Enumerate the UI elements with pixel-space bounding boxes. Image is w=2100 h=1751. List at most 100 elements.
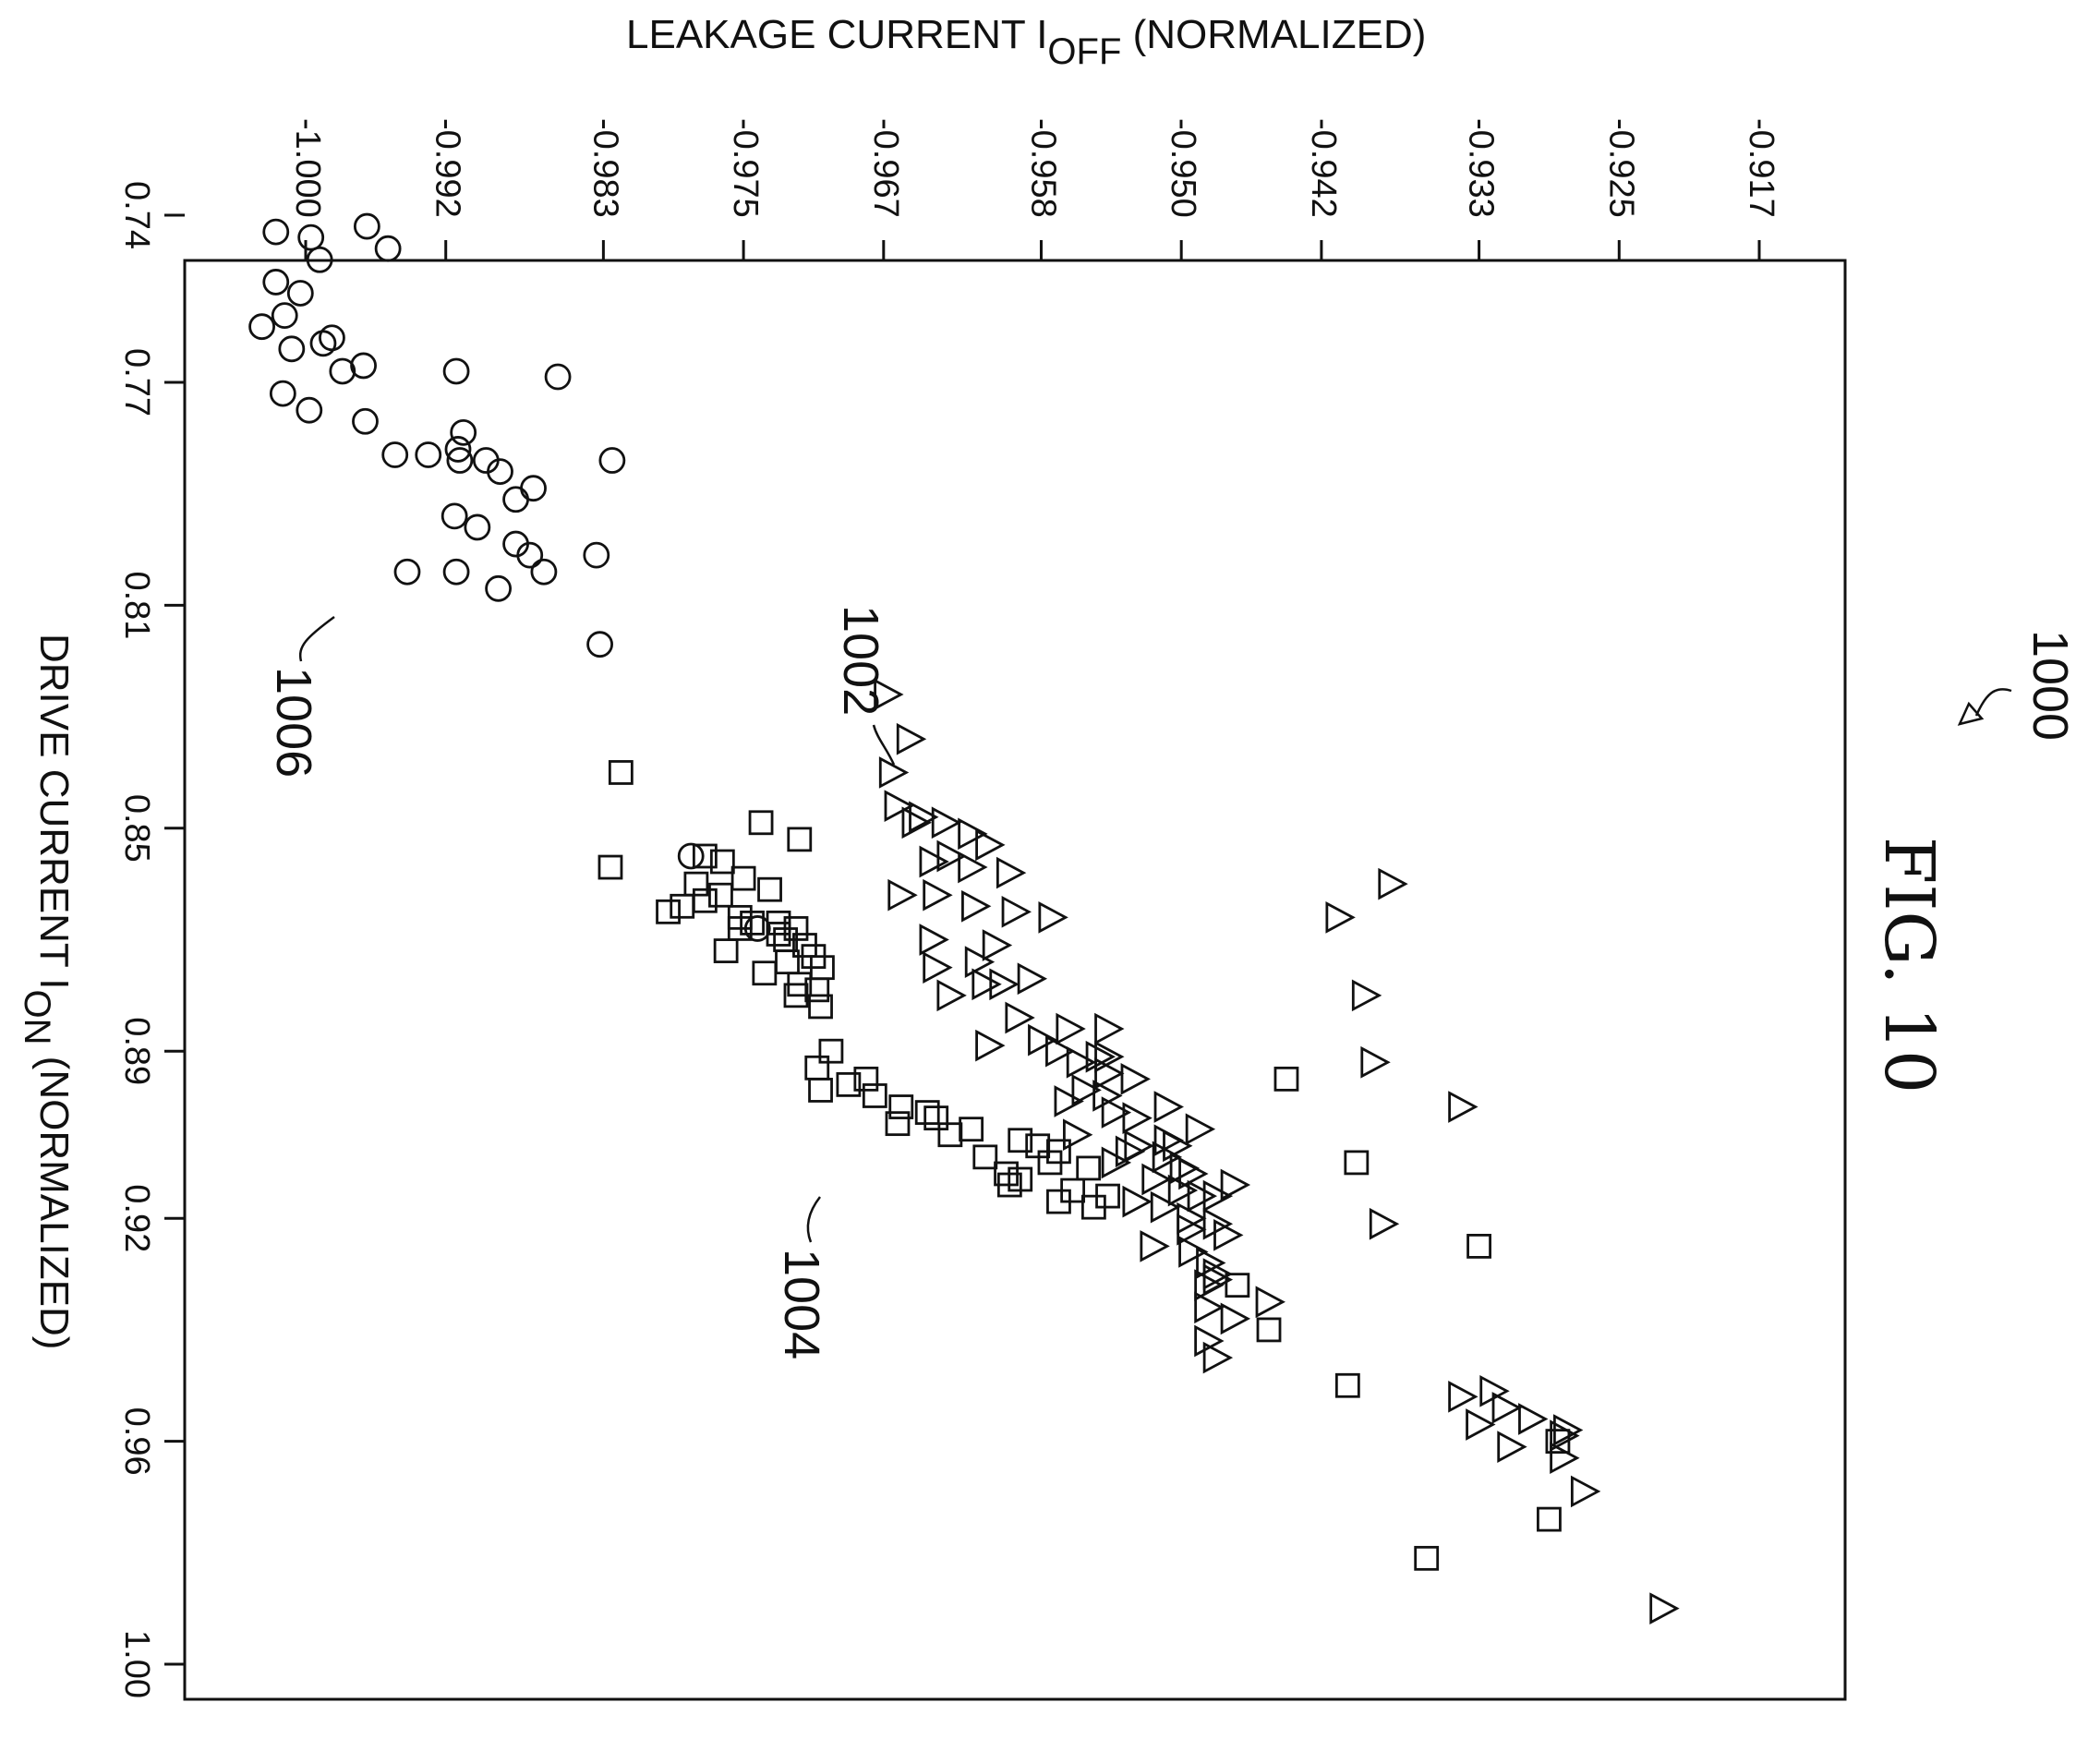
data-point-circle [374, 235, 402, 262]
drive-tick-label: 0.96 [117, 1407, 156, 1476]
data-point-circle [446, 447, 474, 474]
drive-axis-title-suffix: (NORMALIZED) [31, 1045, 77, 1349]
data-point-triangle [1167, 1174, 1199, 1207]
data-point-triangle [982, 929, 1013, 961]
drive-tick-label: 0.81 [117, 571, 156, 639]
data-point-circle [502, 486, 529, 513]
data-point-triangle [1369, 1207, 1400, 1240]
data-point-triangle [909, 801, 939, 834]
data-point-circle [278, 335, 306, 363]
data-point-square [818, 1038, 844, 1064]
data-point-triangle [1378, 867, 1408, 900]
data-point-square [1225, 1273, 1250, 1298]
drive-tick-label: 0.89 [117, 1017, 156, 1085]
data-point-circle [487, 458, 513, 485]
data-point-triangle [1063, 1118, 1093, 1152]
data-point-triangle [1202, 1207, 1234, 1240]
data-point-triangle [1178, 1157, 1209, 1190]
data-point-triangle [996, 856, 1027, 889]
data-point-circle [544, 363, 572, 391]
data-point-square [808, 1078, 833, 1103]
data-point-circle [297, 223, 325, 251]
data-point-triangle [1120, 1063, 1151, 1095]
data-point-square [1334, 1372, 1360, 1398]
data-point-triangle [1178, 1236, 1209, 1268]
data-point-square [1273, 1066, 1299, 1092]
data-point-triangle [1152, 1141, 1183, 1174]
data-point-square [757, 876, 782, 902]
data-point-circle [743, 915, 771, 942]
data-point-square [972, 1144, 998, 1170]
data-point-square [730, 865, 756, 891]
series-1002 [874, 678, 1680, 1624]
data-point-circle [262, 269, 290, 296]
data-point-square [808, 994, 833, 1020]
data-point-triangle [958, 817, 988, 851]
data-point-square [888, 1094, 914, 1119]
data-point-circle [583, 541, 610, 569]
data-point-square [937, 1122, 963, 1148]
data-point-triangle [1649, 1592, 1680, 1624]
data-point-triangle [874, 678, 904, 711]
plot-frame [183, 259, 1847, 1701]
leakage-tick-label: -0.950 [1164, 118, 1202, 218]
series-leader-1004 [806, 1196, 821, 1243]
leakage-axis-title-subscript: OFF [1047, 31, 1121, 72]
series-annotations: 1002 1004 1006 [266, 605, 896, 1359]
figure-reference-arrowhead [1957, 701, 1985, 726]
data-point-triangle [1518, 1403, 1549, 1435]
data-point-triangle [972, 968, 1002, 1001]
data-point-triangle [1491, 1392, 1522, 1424]
data-point-circle [442, 558, 470, 586]
data-point-square [996, 1172, 1022, 1198]
data-point-square [709, 849, 735, 875]
data-point-triangle [901, 806, 932, 839]
data-point-circle [271, 302, 298, 330]
data-point-triangle [1163, 1129, 1193, 1163]
data-point-square [783, 983, 809, 1008]
data-point-square [885, 1111, 911, 1137]
data-point-square [862, 1083, 887, 1108]
leakage-axis-title-main: LEAKAGE CURRENT I [626, 12, 1047, 57]
data-point-square [656, 899, 681, 924]
data-points [248, 212, 1680, 1624]
data-point-square [1466, 1234, 1491, 1259]
data-point-square [836, 1072, 862, 1097]
drive-tick-label: 1.00 [117, 1630, 156, 1698]
data-point-circle [262, 218, 290, 246]
data-point-circle [248, 313, 275, 341]
data-point-square [752, 960, 778, 986]
data-point-triangle [964, 946, 996, 978]
data-point-square [787, 827, 813, 852]
data-point-triangle [1213, 1218, 1244, 1251]
series-label-1004: 1004 [774, 1249, 829, 1359]
data-point-triangle [1202, 1341, 1234, 1374]
data-point-triangle [1202, 1179, 1234, 1213]
data-point-circle [353, 212, 380, 240]
data-point-triangle [923, 878, 953, 912]
series-leader-1006 [298, 615, 335, 662]
data-point-circle [350, 352, 377, 380]
leakage-tick-label: -0.975 [726, 118, 765, 218]
drive-tick-label: 0.77 [117, 348, 156, 417]
leakage-tick-label: -0.942 [1304, 118, 1343, 218]
data-point-square [1537, 1506, 1562, 1532]
data-point-circle [415, 441, 442, 468]
data-point-circle [444, 436, 472, 463]
data-point-circle [329, 357, 356, 385]
series-leader-1002 [872, 724, 896, 766]
data-point-triangle [1066, 1045, 1097, 1079]
data-point-square [853, 1066, 879, 1092]
data-point-triangle [975, 1029, 1006, 1062]
data-point-circle [485, 574, 513, 602]
data-point-triangle [961, 889, 992, 923]
data-point-triangle [896, 722, 927, 755]
data-point-square [608, 760, 634, 785]
data-point-triangle [919, 924, 949, 956]
data-point-circle [450, 418, 477, 446]
data-point-triangle [1140, 1230, 1170, 1262]
leakage-tick-label: -0.992 [428, 118, 467, 218]
data-point-square [923, 1105, 949, 1131]
data-point-square [713, 938, 739, 963]
